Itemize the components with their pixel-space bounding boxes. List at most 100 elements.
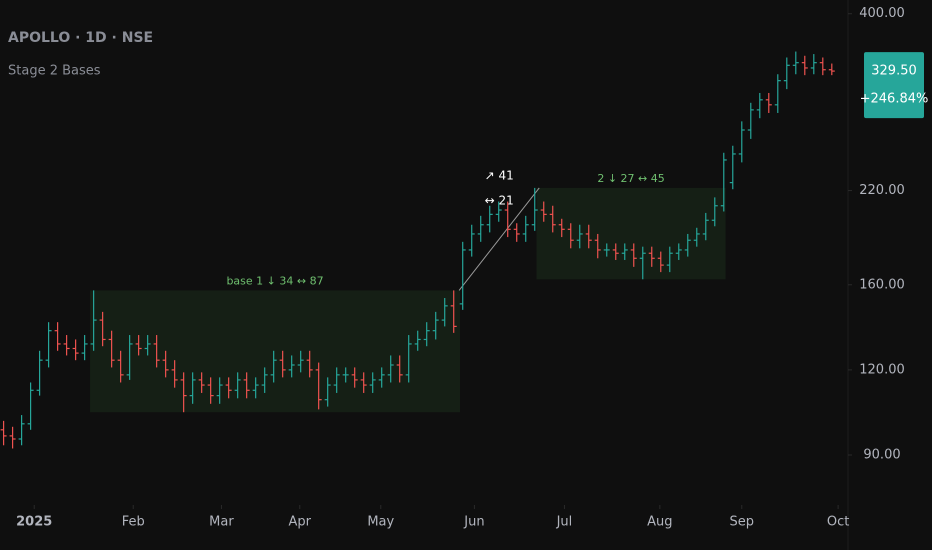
ohlc-bar <box>45 322 52 368</box>
ohlc-bar <box>459 241 466 310</box>
ohlc-bar <box>774 74 781 113</box>
ohlc-bar <box>666 246 673 273</box>
ohlc-bar <box>738 121 745 163</box>
ohlc-bar <box>297 350 304 373</box>
ohlc-bar <box>567 223 574 249</box>
ohlc-bar <box>117 350 124 383</box>
ohlc-bar <box>342 367 349 383</box>
ohlc-bar <box>792 51 799 75</box>
ohlc-bar <box>108 330 115 368</box>
y-tick-label: 120.00 <box>859 362 905 377</box>
ohlc-bar <box>549 205 556 233</box>
ohlc-bar <box>468 224 475 257</box>
ohlc-bar <box>432 311 439 340</box>
ohlc-bar <box>414 330 421 351</box>
ohlc-bar <box>252 377 259 399</box>
ohlc-bar <box>207 377 214 404</box>
y-tick-label: 220.00 <box>859 183 905 198</box>
ohlc-bar <box>378 367 385 388</box>
ohlc-bar <box>603 243 610 257</box>
ohlc-bar <box>477 215 484 242</box>
ohlc-bar <box>126 335 133 380</box>
ohlc-bar <box>576 224 583 249</box>
ohlc-bar <box>63 335 70 356</box>
ohlc-bar <box>99 311 106 347</box>
ohlc-bar <box>540 201 547 222</box>
chart-subtitle: Stage 2 Bases <box>8 64 101 79</box>
ohlc-bar <box>729 145 736 190</box>
ohlc-bar <box>828 63 835 76</box>
ohlc-bar <box>189 372 196 404</box>
ohlc-bar <box>819 57 826 76</box>
ohlc-bar <box>441 298 448 327</box>
last-price-label: 329.50 <box>871 64 917 79</box>
ohlc-bar <box>306 350 313 378</box>
ohlc-bar <box>639 246 646 280</box>
ohlc-bar <box>747 102 754 139</box>
ohlc-bar <box>675 243 682 260</box>
ohlc-bar <box>657 251 664 273</box>
ohlc-bar <box>18 415 25 446</box>
ohlc-bar <box>504 201 511 238</box>
ohlc-bar <box>270 350 277 383</box>
x-tick-label: Sep <box>730 515 755 530</box>
ohlc-bar <box>711 197 718 227</box>
advance-line <box>458 187 540 291</box>
chart-title: APOLLO · 1D · NSE <box>8 30 153 46</box>
ohlc-bar <box>72 339 79 361</box>
ohlc-bar <box>630 243 637 267</box>
ohlc-bar <box>693 227 700 247</box>
last-price-badge <box>864 52 924 119</box>
ohlc-bar <box>810 54 817 75</box>
ohlc-bar <box>513 223 520 242</box>
ohlc-bar <box>225 377 232 399</box>
ohlc-bar <box>531 187 538 231</box>
ohlc-bar <box>486 205 493 233</box>
ohlc-bar <box>423 322 430 347</box>
ohlc-bar <box>279 350 286 378</box>
x-tick-label: Aug <box>647 515 672 530</box>
x-tick-label: Oct <box>827 515 849 530</box>
y-tick-label: 90.00 <box>863 447 900 462</box>
base-label: 2 ↓ 27 ↔ 45 <box>597 172 664 185</box>
ohlc-bar <box>81 335 88 361</box>
ohlc-bar <box>36 350 43 396</box>
ohlc-bar <box>648 246 655 267</box>
ohlc-bar <box>243 372 250 399</box>
ohlc-bar <box>585 224 592 249</box>
ohlc-bar <box>54 322 61 351</box>
x-tick-label: Jul <box>556 515 573 530</box>
ohlc-bar <box>801 55 808 76</box>
ohlc-bar <box>351 367 358 388</box>
ohlc-bar <box>333 367 340 393</box>
ohlc-bar <box>153 335 160 368</box>
ohlc-bar <box>216 377 223 404</box>
x-tick-label: 2025 <box>16 515 52 530</box>
ohlc-bar <box>198 372 205 393</box>
ohlc-bar <box>162 350 169 378</box>
ohlc-bar <box>171 360 178 388</box>
x-tick-label: Feb <box>122 515 145 530</box>
x-tick-label: Apr <box>289 515 312 530</box>
ohlc-bar <box>234 372 241 399</box>
ohlc-bar <box>27 382 34 430</box>
x-tick-label: Mar <box>209 515 234 530</box>
ohlc-bar <box>324 377 331 407</box>
ohlc-bar <box>558 218 565 238</box>
ohlc-bar <box>702 212 709 241</box>
ohlc-bar <box>288 355 295 378</box>
ohlc-bar <box>261 367 268 393</box>
last-change-label: +246.84% <box>860 92 929 107</box>
ohlc-bar <box>387 355 394 383</box>
ohlc-bar <box>720 152 727 212</box>
ohlc-bar <box>0 420 7 446</box>
ohlc-bar <box>9 426 16 449</box>
ohlc-bar <box>756 92 763 119</box>
advance-label: ↗ 41 <box>485 168 514 182</box>
ohlc-bar <box>594 233 601 259</box>
ohlc-bar <box>360 372 367 393</box>
ohlc-bar <box>495 201 502 222</box>
